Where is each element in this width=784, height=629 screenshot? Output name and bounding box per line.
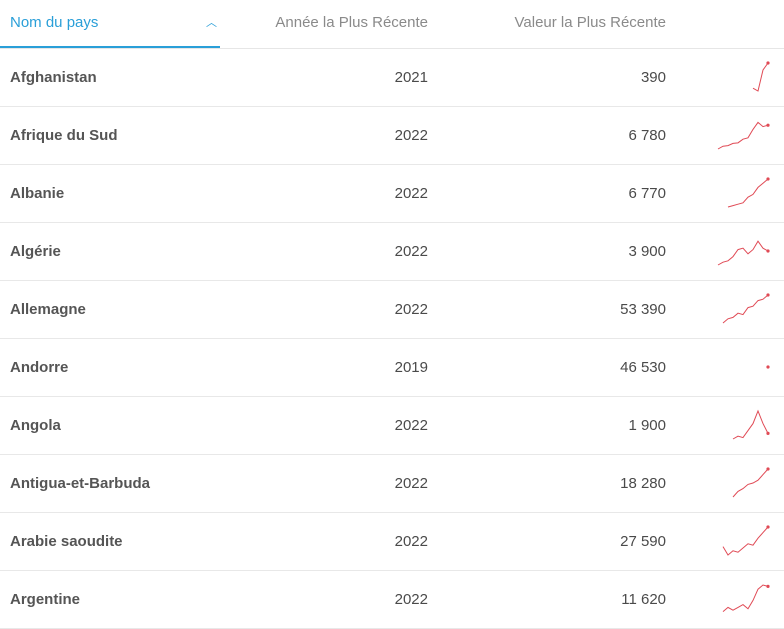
latest-year: 2022 <box>394 185 428 202</box>
trend-sparkline <box>717 240 770 266</box>
trend-sparkline <box>722 293 770 324</box>
sparkline-path <box>722 526 769 556</box>
country-name-link[interactable]: Argentine <box>10 591 81 608</box>
latest-year: 2022 <box>394 475 428 492</box>
country-name-link[interactable]: Antigua-et-Barbuda <box>10 475 150 492</box>
sparkline-endpoint <box>766 123 770 127</box>
sparkline-endpoint <box>766 61 770 65</box>
latest-value: 53 390 <box>620 301 666 318</box>
country-name-link[interactable]: Afghanistan <box>10 69 97 86</box>
latest-value: 46 530 <box>620 359 666 376</box>
latest-year: 2022 <box>394 591 428 608</box>
latest-value: 18 280 <box>620 475 666 492</box>
table-row[interactable]: Angola 2022 1 900 <box>0 397 784 455</box>
table-row[interactable]: Antigua-et-Barbuda 2022 18 280 <box>0 455 784 513</box>
country-name-link[interactable]: Andorre <box>10 359 69 376</box>
sparkline-endpoint <box>766 467 770 471</box>
table-row[interactable]: Albanie 2022 6 770 <box>0 165 784 223</box>
column-header-year[interactable]: Année la Plus Récente <box>275 14 428 31</box>
sparkline-path <box>732 409 769 440</box>
country-name-link[interactable]: Allemagne <box>10 301 86 318</box>
trend-sparkline <box>722 525 770 556</box>
latest-year: 2022 <box>394 301 428 318</box>
latest-year: 2022 <box>394 127 428 144</box>
trend-sparkline <box>717 121 770 150</box>
sparkline-endpoint <box>766 525 770 529</box>
sparkline-path <box>717 240 769 266</box>
sparkline-endpoint <box>766 249 770 253</box>
latest-year: 2022 <box>394 533 428 550</box>
country-name-link[interactable]: Angola <box>10 417 61 434</box>
latest-value: 3 900 <box>628 243 666 260</box>
table-header: Nom du pays ︿ Année la Plus Récente Vale… <box>0 0 784 49</box>
table-body: Afghanistan 2021 390 Afrique du Sud 2022 6 78… <box>0 49 784 629</box>
country-name-link[interactable]: Afrique du Sud <box>10 127 118 144</box>
latest-value: 1 900 <box>628 417 666 434</box>
latest-value: 27 590 <box>620 533 666 550</box>
table-row[interactable]: Arabie saoudite 2022 27 590 <box>0 513 784 571</box>
table-row[interactable]: Andorre 2019 46 530 <box>0 339 784 397</box>
sparkline-endpoint <box>766 431 770 435</box>
sparkline-endpoint <box>766 177 770 181</box>
table-row[interactable]: Algérie 2022 3 900 <box>0 223 784 281</box>
latest-value: 390 <box>640 69 666 86</box>
column-header-name[interactable]: Nom du pays ︿ <box>0 0 220 48</box>
trend-sparkline <box>727 177 770 208</box>
table-row[interactable]: Argentine 2022 11 620 <box>0 571 784 629</box>
sparkline-path <box>727 178 769 208</box>
sparkline-path <box>722 294 769 324</box>
table-row[interactable]: Afrique du Sud 2022 6 780 <box>0 107 784 165</box>
latest-year: 2021 <box>394 69 428 86</box>
country-name-link[interactable]: Albanie <box>10 185 65 202</box>
country-name-link[interactable]: Algérie <box>10 243 61 260</box>
sparkline-path <box>717 121 769 150</box>
sparkline-path <box>722 584 769 612</box>
sparkline-path <box>752 62 769 92</box>
sparkline-endpoint <box>766 365 770 369</box>
trend-sparkline <box>732 409 770 440</box>
latest-year: 2022 <box>394 417 428 434</box>
latest-value: 6 770 <box>628 185 666 202</box>
trend-sparkline <box>732 467 770 498</box>
column-header-name-label: Nom du pays <box>10 14 99 31</box>
latest-year: 2022 <box>394 243 428 260</box>
country-name-link[interactable]: Arabie saoudite <box>10 533 123 550</box>
trend-sparkline <box>766 365 770 369</box>
sparkline-path <box>732 468 769 498</box>
table-row[interactable]: Allemagne 2022 53 390 <box>0 281 784 339</box>
latest-value: 11 620 <box>621 591 666 608</box>
sparkline-endpoint <box>766 584 770 588</box>
table-row[interactable]: Afghanistan 2021 390 <box>0 49 784 107</box>
trend-sparkline <box>752 61 770 92</box>
column-header-value[interactable]: Valeur la Plus Récente <box>514 14 666 31</box>
latest-year: 2019 <box>394 359 428 376</box>
latest-value: 6 780 <box>628 127 666 144</box>
sort-chevron-up-icon[interactable]: ︿ <box>206 17 217 29</box>
sparkline-endpoint <box>766 293 770 297</box>
trend-sparkline <box>722 584 770 612</box>
